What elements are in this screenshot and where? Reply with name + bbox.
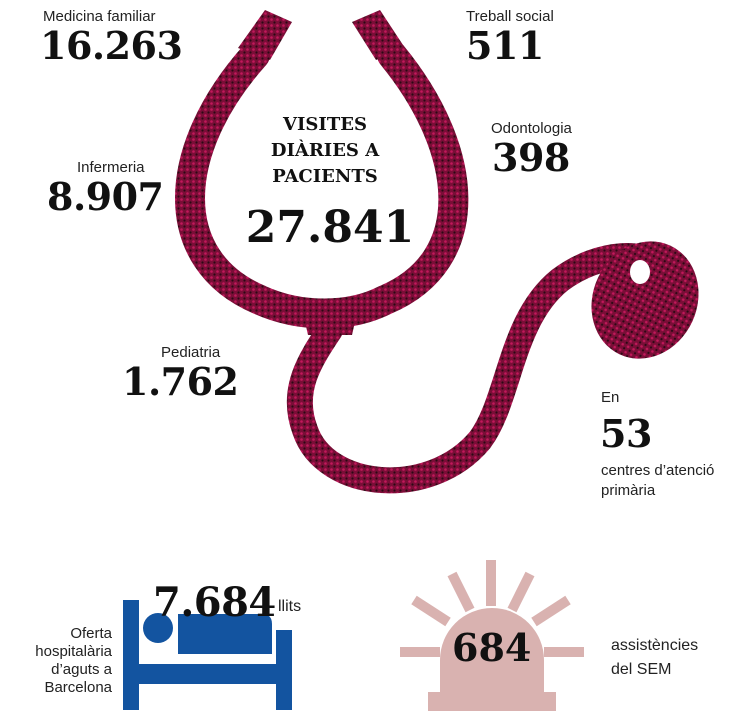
medicina-label: Medicina familiar — [43, 8, 156, 25]
pediatria-label: Pediatria — [161, 344, 221, 361]
odontologia-value: 398 — [492, 135, 570, 180]
siren-icon — [400, 560, 584, 711]
hospital-unit: llits — [278, 598, 302, 615]
hospital-label: Oferta hospitalària d’aguts a Barcelona — [0, 625, 112, 697]
sem-label-2: del SEM — [611, 661, 672, 678]
treball-label: Treball social — [466, 8, 554, 25]
hospital-label-line-4: Barcelona — [44, 679, 112, 696]
treball-value: 511 — [466, 23, 544, 68]
odontologia-label: Odontologia — [491, 120, 572, 137]
infermeria-label: Infermeria — [77, 159, 145, 176]
stethoscope-icon — [175, 10, 719, 494]
hospital-label-line-3: d’aguts a — [51, 661, 112, 678]
medicina-value: 16.263 — [40, 23, 183, 68]
center-title: VISITES DIÀRIES A PACIENTS — [270, 114, 380, 187]
bed-icon — [123, 600, 292, 710]
infermeria-value: 8.907 — [47, 174, 164, 219]
hospital-value: 7.684 — [153, 579, 276, 626]
centres-label-2: primària — [601, 482, 656, 499]
center-value: 27.841 — [245, 202, 415, 253]
sem-value: 684 — [452, 625, 532, 670]
centres-prefix: En — [601, 389, 620, 406]
centres-label-1: centres d’atenció — [601, 462, 715, 479]
pediatria-value: 1.762 — [122, 359, 239, 404]
hospital-label-line-1: Oferta — [70, 625, 112, 642]
centres-value: 53 — [600, 411, 652, 456]
sem-label-1: assistències — [611, 637, 699, 654]
hospital-label-line-2: hospitalària — [35, 643, 112, 660]
